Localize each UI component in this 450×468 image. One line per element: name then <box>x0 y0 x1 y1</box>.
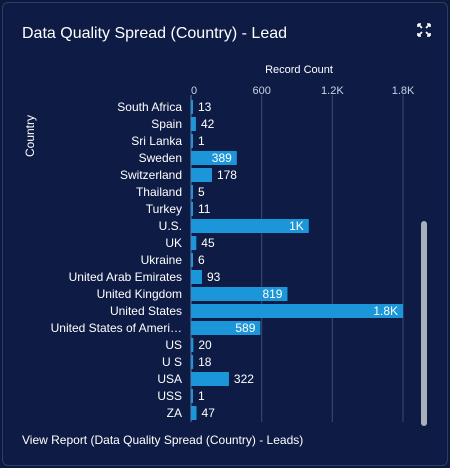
category-label: Thailand <box>136 185 182 199</box>
category-label: United Kingdom <box>97 287 182 301</box>
bar[interactable] <box>191 185 193 199</box>
bar-value-label: 178 <box>217 168 237 182</box>
bar-value-label: 5 <box>198 185 205 199</box>
category-label: UK <box>165 236 182 250</box>
category-label: USA <box>157 372 182 386</box>
bar-value-label: 20 <box>198 338 212 352</box>
x-tick-label: 1.8K <box>392 85 415 97</box>
bar-value-label: 322 <box>234 372 254 386</box>
bar-chart: Record Count Country 0 600 1.2K 1.8K South … <box>23 64 415 422</box>
bar[interactable] <box>191 100 193 114</box>
x-axis-label: Record Count <box>265 64 333 76</box>
bar-value-label: 1.8K <box>373 304 398 318</box>
bar-value-label: 93 <box>207 270 221 284</box>
bar-value-label: 42 <box>201 117 215 131</box>
bar[interactable] <box>191 236 197 250</box>
chart-scrollbar[interactable] <box>421 221 427 426</box>
category-label: U S <box>162 355 182 369</box>
x-tick-label: 0 <box>191 85 197 97</box>
bar-value-label: 11 <box>198 202 211 216</box>
category-label: United States of Ameri… <box>51 321 182 335</box>
bar-value-label: 589 <box>235 321 255 335</box>
category-label: Ukraine <box>141 253 183 267</box>
category-label: Sweden <box>139 151 182 165</box>
bar[interactable] <box>191 168 212 182</box>
category-label: United States <box>110 304 182 318</box>
category-label: ZA <box>167 406 182 420</box>
card-title: Data Quality Spread (Country) - Lead <box>22 25 288 42</box>
bar-value-label: 45 <box>201 236 215 250</box>
category-label: Switzerland <box>120 168 182 182</box>
bar[interactable] <box>191 253 193 267</box>
bar[interactable] <box>191 134 193 148</box>
category-label: United Arab Emirates <box>69 270 182 284</box>
view-report-link[interactable]: View Report (Data Quality Spread (Countr… <box>22 433 304 447</box>
expand-arrows-icon[interactable] <box>417 23 431 37</box>
category-label: U.S. <box>159 219 182 233</box>
bar[interactable] <box>191 287 288 301</box>
bar-value-label: 1K <box>289 219 304 233</box>
bar-value-label: 18 <box>198 355 212 369</box>
bar-value-label: 13 <box>198 100 212 114</box>
bar[interactable] <box>191 270 202 284</box>
bar-value-label: 389 <box>212 151 232 165</box>
bar-value-label: 47 <box>202 406 216 420</box>
bar[interactable] <box>191 389 193 403</box>
category-label: Turkey <box>146 202 182 216</box>
bar-value-label: 1 <box>198 389 205 403</box>
category-label: USS <box>157 389 182 403</box>
bar[interactable] <box>191 219 309 233</box>
category-label: South Africa <box>117 100 182 114</box>
bar[interactable] <box>191 304 404 318</box>
category-label: Spain <box>151 117 182 131</box>
bar[interactable] <box>191 321 261 335</box>
bar-value-label: 819 <box>262 287 282 301</box>
x-tick-label: 600 <box>253 85 271 97</box>
bar[interactable] <box>191 355 194 369</box>
bar[interactable] <box>191 117 196 131</box>
bar[interactable] <box>191 372 229 386</box>
bar-value-label: 6 <box>198 253 205 267</box>
bar-value-label: 1 <box>198 134 205 148</box>
bar[interactable] <box>191 151 237 165</box>
category-label: Sri Lanka <box>131 134 182 148</box>
bar[interactable] <box>191 406 197 420</box>
x-tick-label: 1.2K <box>321 85 344 97</box>
category-label: US <box>165 338 182 352</box>
bar[interactable] <box>191 338 194 352</box>
y-axis-label: Country <box>23 115 37 157</box>
bar[interactable] <box>191 202 193 216</box>
